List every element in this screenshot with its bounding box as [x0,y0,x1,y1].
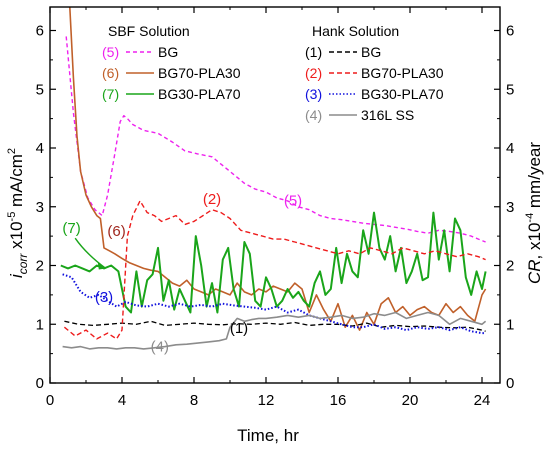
x-tick-label: 12 [258,392,275,409]
y-right-main: CR [525,259,544,284]
curve-label: (7) [62,220,80,237]
legend-entry-label: 316L SS [361,107,414,123]
y-right-tick-label: 3 [506,199,514,216]
curve-label: (4) [151,338,169,355]
y-right-tick-label: 0 [506,375,514,392]
curve-7-arrow [74,237,107,270]
plot-frame [49,6,501,384]
curve-label: (1) [230,320,248,337]
y-left-sup: -5 [6,212,18,222]
legend-entry-label: BG30-PLA70 [158,86,241,102]
y-axis-right-title: CR, x10-4 mm/year [524,142,544,284]
x-tick-label: 0 [46,392,54,409]
legend-entry-number: (7) [102,86,119,102]
y-left-tick-label: 0 [36,375,44,392]
legend-entry-label: BG [361,44,381,60]
legend-entry-label: BG [158,44,178,60]
legend-entry-number: (2) [305,65,322,81]
y-left-tick-label: 3 [36,199,44,216]
curve-label: (6) [107,223,125,240]
y-left-tick-label: 5 [36,81,44,98]
legend-entry-label: BG30-PLA70 [361,86,444,102]
y-right-tick-label: 1 [506,316,514,333]
legend-entry-number: (6) [102,65,119,81]
y-left-main: i [7,273,26,278]
series-layer [60,7,487,350]
legend-entry-label: BG70-PLA30 [361,65,444,81]
series-line-6 [69,7,487,331]
series-line-2 [63,200,486,340]
legend-entry-number: (1) [305,44,322,60]
series-line-5 [65,36,486,243]
series-line-1 [64,320,486,332]
x-tick-label: 16 [330,392,347,409]
y-left-tick-label: 4 [36,140,44,157]
x-axis-title: Time, hr [237,426,299,445]
y-left-tick-label: 2 [36,258,44,275]
y-right-sup: -4 [524,213,536,223]
x-tick-label: 4 [118,392,126,409]
y-right-tick-label: 2 [506,258,514,275]
series-line-3 [62,273,486,335]
curve-label: (5) [284,193,302,210]
legend-entry-number: (4) [305,107,322,123]
y-left-sup2: 2 [6,148,18,154]
x-tick-label: 20 [402,392,419,409]
annotation-layer: (5) (2) (6) (7) (3) (1) (4) [62,191,302,355]
legend-group-title: SBF Solution [108,23,190,39]
curve-7-arrowhead [97,262,106,270]
y-left-tick-label: 6 [36,23,44,40]
curve-label: (3) [95,289,113,306]
legend-entry-number: (3) [305,86,322,102]
curve-label: (2) [203,191,221,208]
y-right-rest1: , x10 [525,223,544,260]
legend-entry-number: (5) [102,44,119,60]
y-left-rest2: mA/cm [7,154,26,212]
legend-entry-label: BG70-PLA30 [158,65,241,81]
legend-layer: SBF Solution (5) BG (6) BG70-PLA30 (7) BG30-PL… [102,23,444,123]
series-line-7 [60,211,487,314]
legend-group-title: Hank Solution [312,23,399,39]
x-tick-label: 24 [474,392,491,409]
y-axis-left-title: icorr x10-5 mA/cm2 [6,148,30,278]
y-right-rest2: mm/year [525,142,544,213]
series-line-4 [62,311,487,350]
y-right-tick-label: 4 [506,140,514,157]
y-right-tick-label: 6 [506,23,514,40]
y-left-tick-label: 1 [36,316,44,333]
y-right-tick-label: 5 [506,81,514,98]
y-left-sub: corr [16,253,30,275]
x-tick-label: 8 [190,392,198,409]
y-left-rest1: x10 [7,221,26,253]
